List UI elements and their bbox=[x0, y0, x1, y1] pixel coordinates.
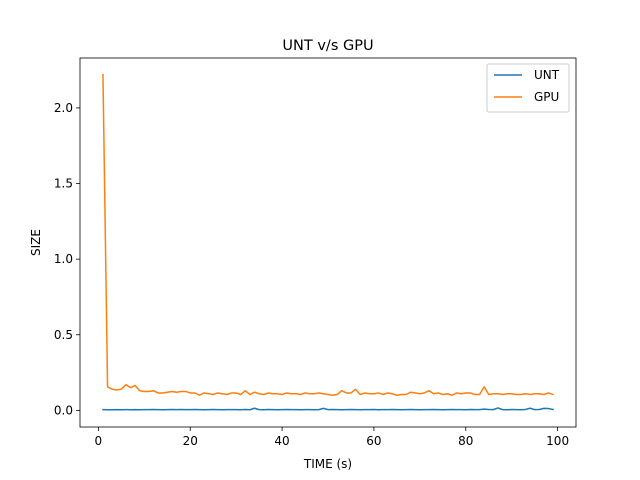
y-tick-label: 1.5 bbox=[54, 177, 73, 191]
legend-label-gpu: GPU bbox=[534, 90, 559, 104]
x-tick-label: 0 bbox=[95, 434, 103, 448]
legend: UNT GPU bbox=[486, 63, 570, 113]
legend-label-unt: UNT bbox=[534, 68, 560, 82]
x-tick-label: 60 bbox=[366, 434, 381, 448]
y-tick-label: 2.0 bbox=[54, 101, 73, 115]
y-axis-label: SIZE bbox=[29, 229, 43, 256]
y-tick-label: 0.0 bbox=[54, 403, 73, 417]
y-tick-label: 1.0 bbox=[54, 252, 73, 266]
plot-frame bbox=[79, 57, 577, 428]
series-line-gpu bbox=[102, 73, 554, 396]
chart-title: UNT v/s GPU bbox=[282, 38, 373, 54]
x-tick-label: 40 bbox=[274, 434, 289, 448]
series-line-unt bbox=[102, 407, 554, 411]
y-axis: 0.0 0.5 1.0 1.5 2.0 bbox=[54, 101, 80, 417]
x-tick-label: 100 bbox=[546, 434, 569, 448]
x-axis-label: TIME (s) bbox=[303, 457, 352, 471]
x-tick-label: 20 bbox=[183, 434, 198, 448]
y-tick-label: 0.5 bbox=[54, 328, 73, 342]
x-axis: 0 20 40 60 80 100 bbox=[95, 427, 569, 448]
legend-box bbox=[486, 63, 570, 113]
plot-lines bbox=[102, 73, 554, 411]
x-tick-label: 80 bbox=[458, 434, 473, 448]
